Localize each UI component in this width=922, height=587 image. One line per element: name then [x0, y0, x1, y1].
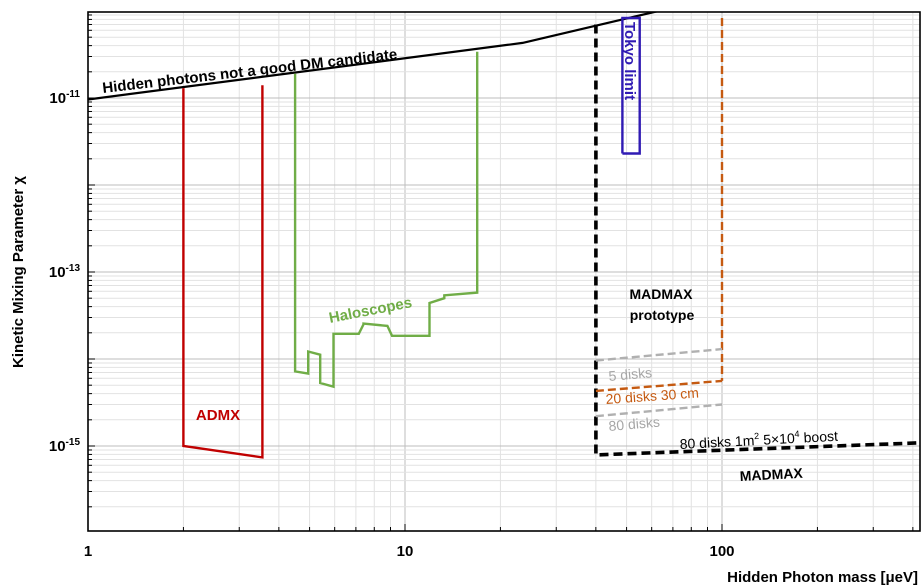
- series-80-disks: [595, 403, 723, 418]
- series-admx: [182, 85, 264, 459]
- annotation-madmax: MADMAX: [739, 465, 803, 484]
- y-axis-title: Kinetic Mixing Parameter χ: [10, 176, 27, 368]
- annotation-20-disks: 20 disks 30 cm: [605, 385, 699, 407]
- y-tick-label-1e-13: 10-13: [49, 263, 81, 281]
- x-tick-label-10: 10: [397, 543, 414, 560]
- annotation-prototype-line2: prototype: [630, 307, 695, 323]
- x-tick-label-100: 100: [709, 543, 734, 560]
- tick-marks: [87, 14, 914, 531]
- y-tick-label-1e-11: 10-11: [49, 89, 80, 107]
- y-tick-label-1e-15: 10-15: [49, 437, 81, 455]
- series-20-disks-30-cm: [595, 379, 723, 393]
- annotation-haloscopes: Haloscopes: [328, 294, 414, 327]
- annotation-5-disks: 5 disks: [608, 364, 653, 384]
- x-tick-label-1: 1: [84, 543, 92, 560]
- series-madmax: [594, 24, 920, 457]
- annotation-admx: ADMX: [196, 407, 240, 424]
- annotation-tokyo-limit: Tokyo limit: [621, 22, 638, 100]
- series-tokyo-limit: [621, 16, 641, 155]
- series-5-disks: [595, 347, 723, 362]
- x-axis-title: Hidden Photon mass [μeV]: [727, 569, 918, 586]
- grid-lines: [87, 12, 920, 531]
- series-haloscopes: [293, 51, 479, 389]
- series-layer: [88, 12, 920, 459]
- annotation-80-disks-boost: 80 disks 1m2 5×104 boost: [679, 427, 838, 452]
- annotation-prototype-line1: MADMAX: [630, 286, 694, 302]
- series-hidden-photons-not-a-good-dm-candidate: [88, 12, 659, 101]
- annotation-80-disks: 80 disks: [608, 414, 661, 434]
